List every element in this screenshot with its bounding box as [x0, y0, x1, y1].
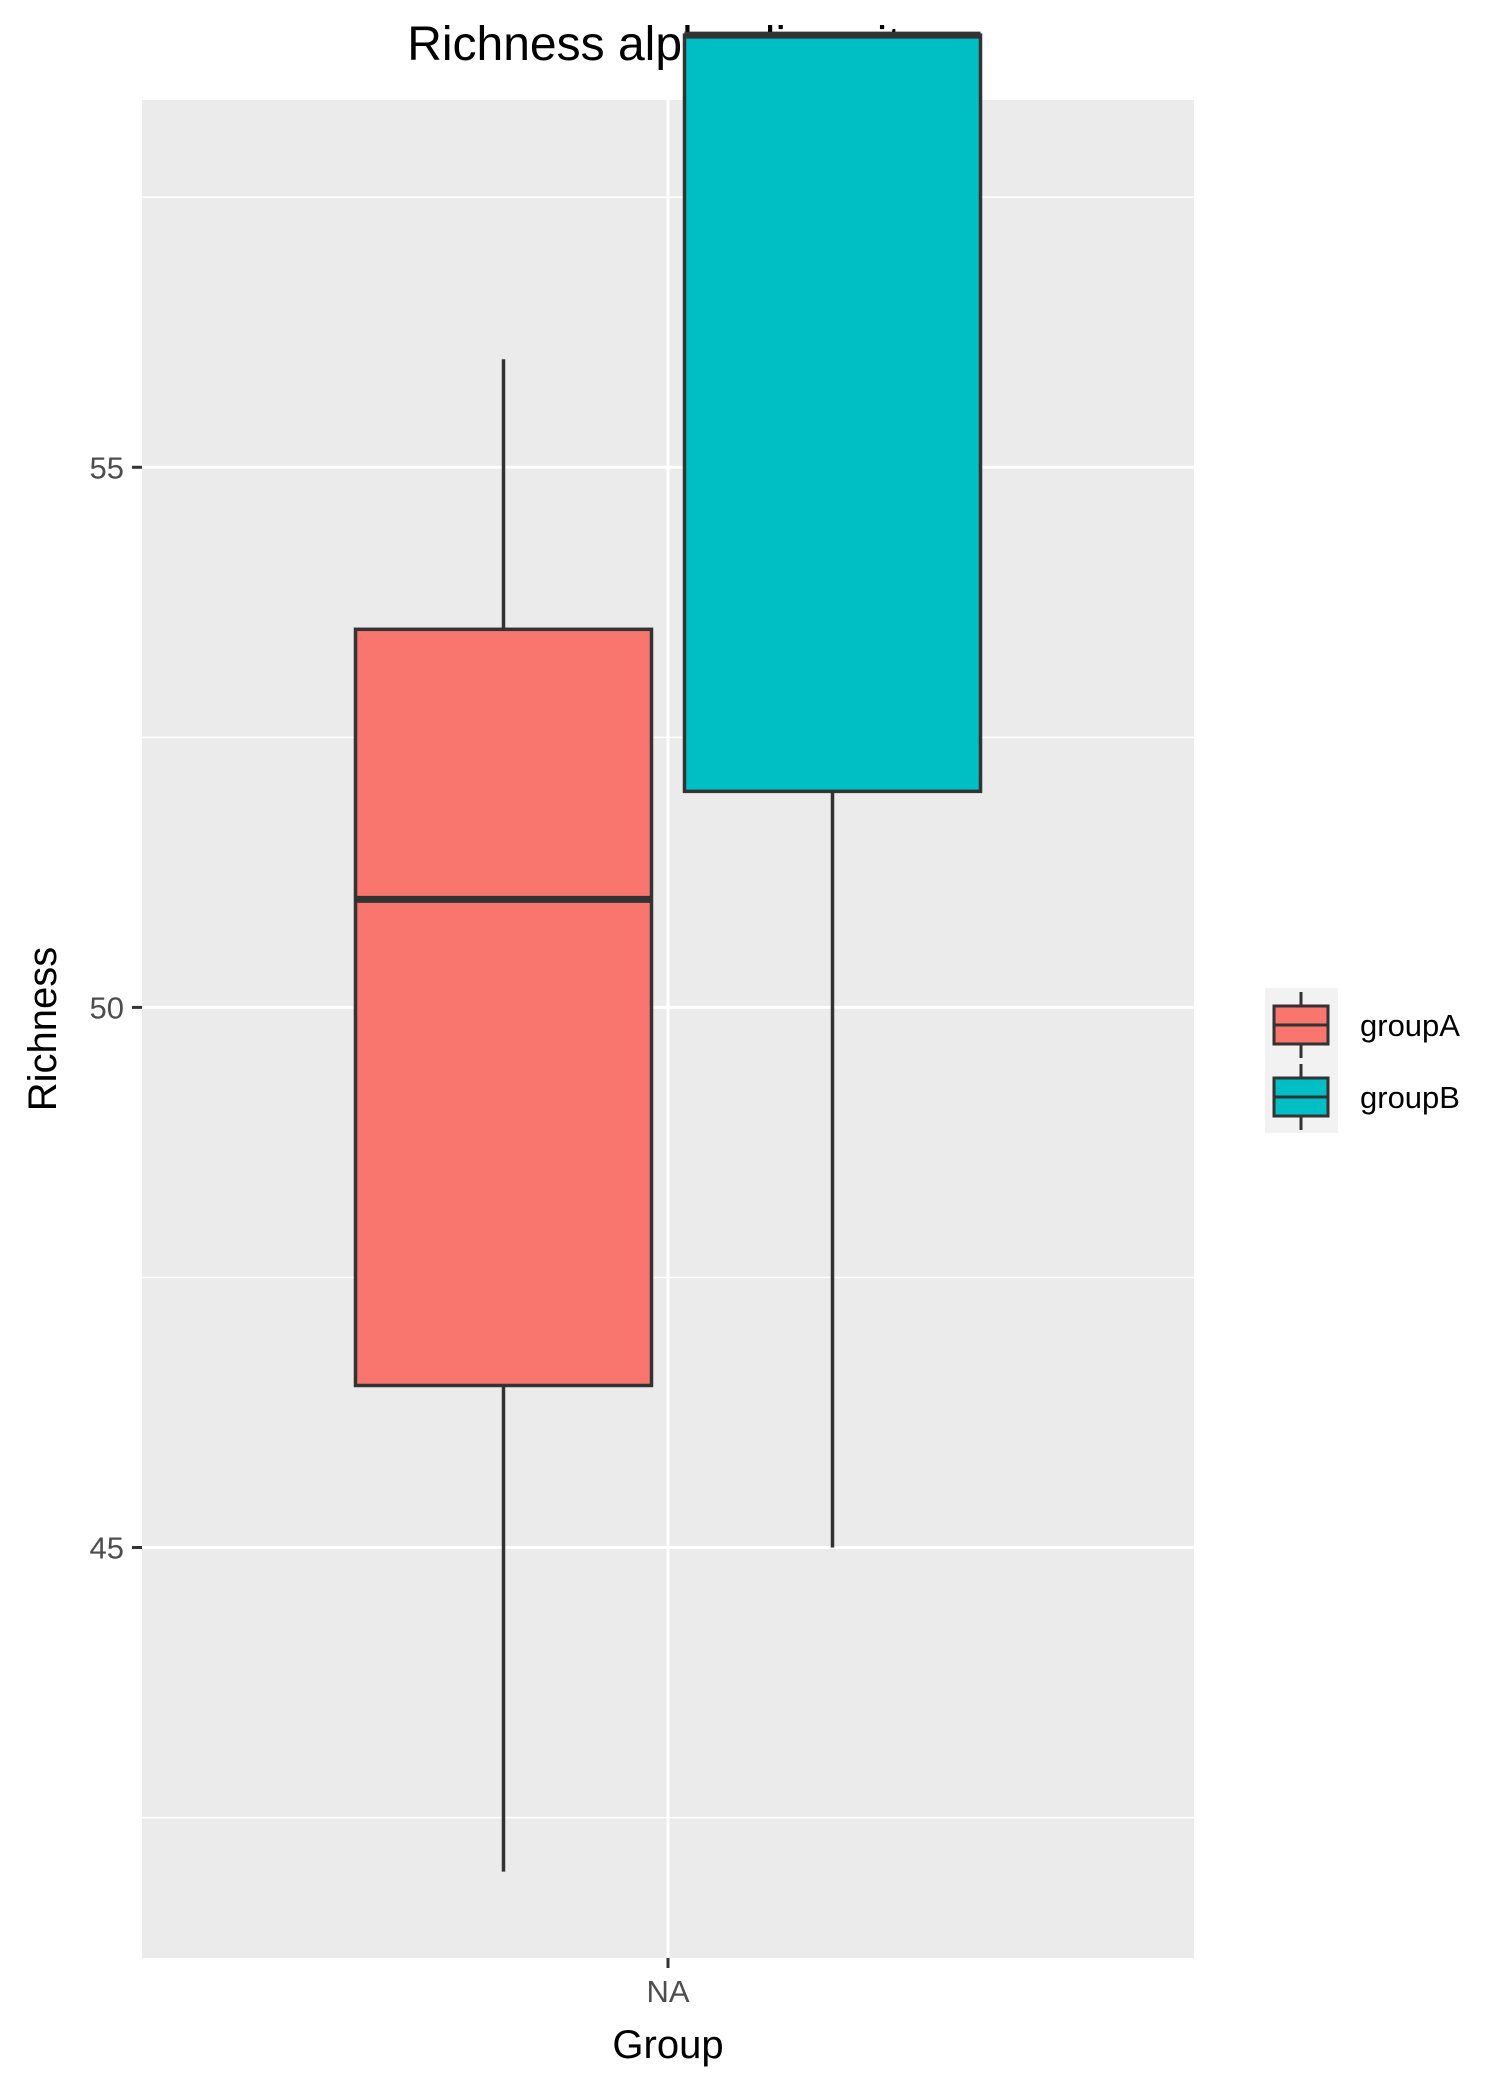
y-axis-title: Richness [21, 947, 65, 1112]
box-groupB [682, 31, 983, 1548]
grid-lines [142, 100, 1194, 1958]
x-axis: NA [646, 1958, 690, 2009]
box-iqr [682, 33, 983, 794]
legend-item-groupB: groupB [1272, 1064, 1460, 1130]
y-axis: 45 50 55 [90, 450, 142, 1566]
box-iqr [353, 627, 654, 1388]
legend-item-groupA: groupA [1272, 992, 1460, 1058]
x-tick-label: NA [646, 1974, 689, 2009]
legend-label: groupB [1360, 1080, 1460, 1115]
legend-label: groupA [1360, 1008, 1460, 1043]
y-tick-label: 45 [90, 1531, 124, 1566]
legend: groupA groupB [1265, 988, 1460, 1133]
boxes [353, 31, 983, 1872]
y-tick-label: 55 [90, 450, 124, 485]
x-axis-title: Group [612, 2023, 723, 2067]
y-tick-label: 50 [90, 990, 124, 1025]
box-groupA [353, 359, 654, 1872]
